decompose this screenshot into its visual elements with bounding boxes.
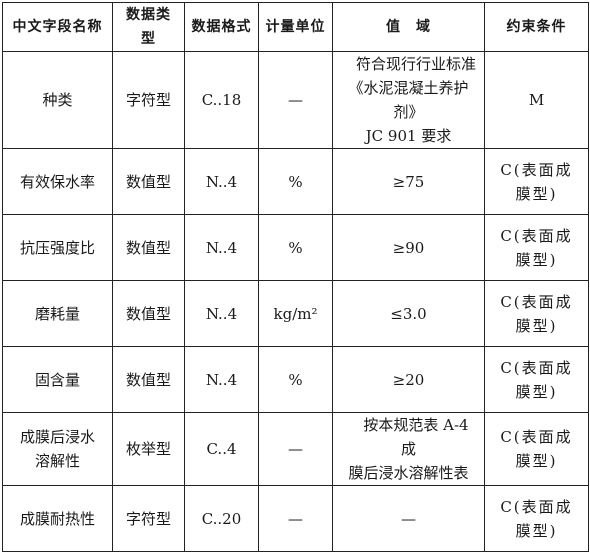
cell-data-format: C..18 <box>184 51 259 149</box>
cell-constraint: C(表面成 膜型) <box>484 148 589 215</box>
header-data-type: 数据类型 <box>112 2 185 52</box>
cell-unit: % <box>258 214 333 281</box>
cell-constraint: M <box>484 51 589 149</box>
cell-unit: % <box>258 346 333 413</box>
cell-field-name: 磨耗量 <box>2 280 113 347</box>
cell-field-name: 种类 <box>2 51 113 149</box>
table-header-row: 中文字段名称 数据类型 数据格式 计量单位 值 域 约束条件 <box>2 2 589 52</box>
table-row: 种类 字符型 C..18 — 符合现行行业标准 《水泥混凝土养护剂》 JC 90… <box>2 51 589 149</box>
header-value-domain: 值 域 <box>332 2 485 52</box>
table-row: 磨耗量 数值型 N..4 kg/m² ≤3.0 C(表面成 膜型) <box>2 280 589 347</box>
cell-value-domain: 符合现行行业标准 《水泥混凝土养护剂》 JC 901 要求 <box>332 51 485 149</box>
cell-data-type: 数值型 <box>112 346 185 413</box>
cell-unit: — <box>258 51 333 149</box>
cell-data-format: N..4 <box>184 346 259 413</box>
cell-data-format: N..4 <box>184 214 259 281</box>
cell-value-domain: ≥90 <box>332 214 485 281</box>
table-row: 抗压强度比 数值型 N..4 % ≥90 C(表面成 膜型) <box>2 214 589 281</box>
cell-value-domain: ≥20 <box>332 346 485 413</box>
table-row: 有效保水率 数值型 N..4 % ≥75 C(表面成 膜型) <box>2 148 589 215</box>
cell-data-format: N..4 <box>184 148 259 215</box>
cell-field-name: 抗压强度比 <box>2 214 113 281</box>
cell-value-domain: ≥75 <box>332 148 485 215</box>
header-unit: 计量单位 <box>258 2 333 52</box>
cell-constraint: C(表面成 膜型) <box>484 346 589 413</box>
cell-constraint: C(表面成 膜型) <box>484 485 589 552</box>
cell-field-name: 成膜后浸水 溶解性 <box>2 412 113 486</box>
cell-constraint: C(表面成 膜型) <box>484 412 589 486</box>
cell-data-type: 字符型 <box>112 485 185 552</box>
cell-field-name: 有效保水率 <box>2 148 113 215</box>
cell-constraint: C(表面成 膜型) <box>484 214 589 281</box>
header-constraint: 约束条件 <box>484 2 589 52</box>
cell-data-format: N..4 <box>184 280 259 347</box>
cell-unit: % <box>258 148 333 215</box>
cell-value-domain: 按本规范表 A-4 成 膜后浸水溶解性表 <box>332 412 485 486</box>
header-field-name: 中文字段名称 <box>2 2 113 52</box>
table-row: 成膜耐热性 字符型 C..20 — — C(表面成 膜型) <box>2 485 589 552</box>
header-data-format: 数据格式 <box>184 2 259 52</box>
cell-constraint: C(表面成 膜型) <box>484 280 589 347</box>
cell-unit: — <box>258 485 333 552</box>
cell-data-format: C..4 <box>184 412 259 486</box>
table-row: 固含量 数值型 N..4 % ≥20 C(表面成 膜型) <box>2 346 589 413</box>
cell-data-type: 枚举型 <box>112 412 185 486</box>
cell-value-domain: — <box>332 485 485 552</box>
cell-value-domain: ≤3.0 <box>332 280 485 347</box>
cell-unit: — <box>258 412 333 486</box>
cell-data-type: 数值型 <box>112 214 185 281</box>
cell-data-type: 数值型 <box>112 148 185 215</box>
cell-data-type: 字符型 <box>112 51 185 149</box>
table-row: 成膜后浸水 溶解性 枚举型 C..4 — 按本规范表 A-4 成 膜后浸水溶解性… <box>2 412 589 486</box>
cell-data-type: 数值型 <box>112 280 185 347</box>
cell-field-name: 固含量 <box>2 346 113 413</box>
cell-field-name: 成膜耐热性 <box>2 485 113 552</box>
cell-data-format: C..20 <box>184 485 259 552</box>
cell-unit: kg/m² <box>258 280 333 347</box>
